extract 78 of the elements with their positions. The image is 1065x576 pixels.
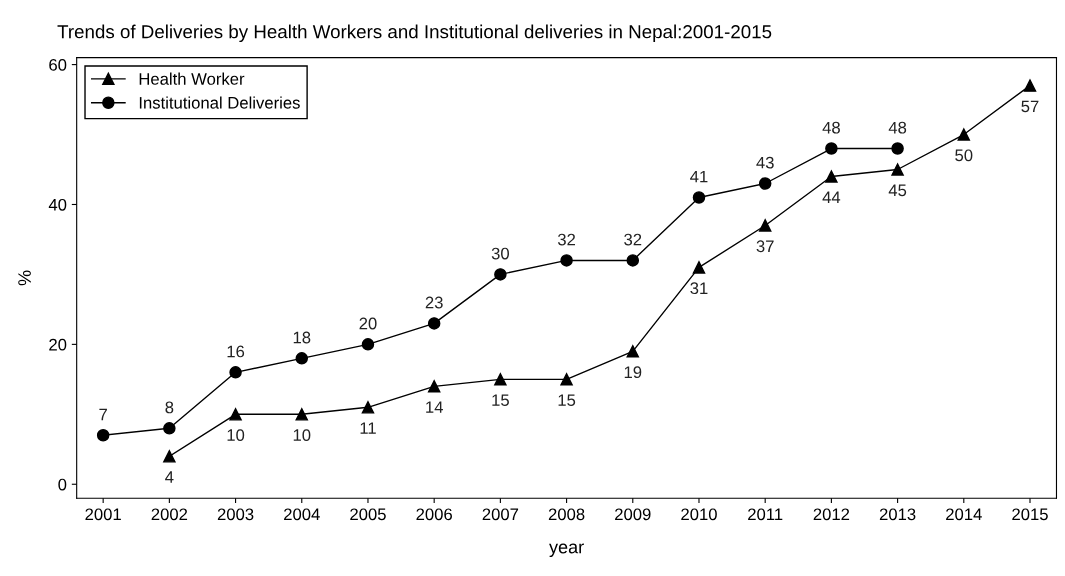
data-label: 18 [293,331,311,344]
point [560,373,573,386]
data-label: 7 [99,408,107,421]
data-label: 50 [955,149,973,162]
x-axis-title: year [549,543,584,557]
data-label: 48 [888,121,907,134]
point [295,352,309,365]
point [891,163,904,176]
data-label: 19 [624,366,642,379]
point [229,366,242,379]
chart-title: Trends of Deliveries by Health Workers and Institutional deliveries in Nepal:2001-2015 [57,24,772,43]
point [626,254,640,267]
data-label: 23 [425,296,443,309]
x-tick-label: 2010 [681,508,717,521]
point [229,408,242,421]
x-tick-label: 2001 [85,508,121,521]
data-label: 43 [756,156,774,169]
x-tick-label: 2013 [879,508,916,521]
point [626,345,640,358]
x-tick-label: 2012 [813,508,850,521]
point [96,429,110,442]
data-label: 48 [822,121,840,134]
data-label: 15 [558,394,576,407]
point [361,338,375,351]
point [957,128,971,141]
x-tick-label: 2006 [416,508,452,521]
data-label: 44 [822,191,841,204]
x-tick-label: 2015 [1012,508,1048,521]
y-axis-title: % [18,270,31,286]
data-label: 45 [888,184,907,197]
data-label: 57 [1021,100,1039,113]
point [825,170,838,183]
data-label: 32 [557,233,576,246]
x-tick-label: 2002 [151,508,188,521]
data-label: 14 [426,401,443,413]
point [560,254,573,267]
point [758,219,772,232]
point [427,380,441,393]
data-label: 4 [165,471,174,483]
point [692,261,706,274]
x-tick-label: 2003 [217,508,254,521]
data-label: 32 [624,233,642,246]
point [1023,79,1037,92]
point [295,408,309,421]
x-tick-label: 2009 [615,508,651,521]
x-tick-label: 2011 [748,508,783,521]
data-label: 20 [359,317,377,330]
point [163,450,176,463]
data-label: 10 [227,429,245,441]
data-label: 30 [491,247,509,260]
y-tick-label: 60 [49,59,67,71]
point [692,191,706,204]
data-label: 8 [165,401,174,414]
point [361,401,375,414]
y-tick-label: 40 [48,198,67,211]
legend-label: Health Worker [139,72,245,85]
x-tick-label: 2014 [946,508,982,521]
data-label: 15 [492,394,509,407]
legend-label: Institutional Deliveries [139,96,300,109]
y-tick-label: 20 [49,338,67,351]
point [891,142,904,155]
point [163,422,176,435]
y-tick-label: 0 [58,478,67,491]
point [758,177,772,190]
point [494,373,507,386]
x-tick-label: 2007 [482,508,519,521]
point [427,317,441,330]
data-label: 31 [690,282,708,295]
data-label: 10 [293,429,311,441]
data-label: 16 [227,345,245,358]
x-tick-label: 2008 [548,508,585,521]
data-label: 41 [690,170,708,183]
x-tick-label: 2005 [350,508,386,521]
point [825,142,838,155]
data-label: 37 [756,240,774,253]
data-label: 11 [360,422,376,434]
x-tick-label: 2004 [284,508,320,521]
point [494,268,507,281]
